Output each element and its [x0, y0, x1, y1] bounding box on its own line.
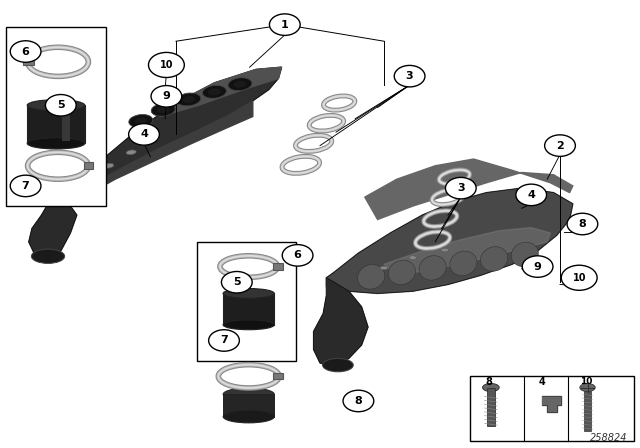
Circle shape [148, 52, 184, 78]
Ellipse shape [177, 93, 201, 106]
Circle shape [129, 124, 159, 145]
Polygon shape [365, 159, 573, 220]
Circle shape [209, 330, 239, 351]
Ellipse shape [223, 410, 275, 423]
Ellipse shape [228, 78, 252, 90]
Polygon shape [314, 278, 368, 367]
Ellipse shape [182, 96, 195, 103]
FancyBboxPatch shape [23, 57, 35, 65]
Text: 4: 4 [539, 377, 545, 387]
Text: 8: 8 [579, 219, 586, 229]
Text: 5: 5 [57, 100, 65, 110]
Circle shape [282, 245, 313, 266]
Text: 3: 3 [406, 71, 413, 81]
Circle shape [10, 175, 41, 197]
Ellipse shape [28, 99, 84, 111]
Text: 258824: 258824 [589, 433, 627, 443]
Circle shape [545, 135, 575, 156]
Ellipse shape [450, 251, 477, 276]
FancyBboxPatch shape [84, 162, 93, 169]
Circle shape [394, 65, 425, 87]
FancyBboxPatch shape [223, 293, 275, 325]
Ellipse shape [441, 248, 449, 252]
Circle shape [269, 14, 300, 35]
Circle shape [45, 95, 76, 116]
Ellipse shape [148, 137, 159, 141]
FancyBboxPatch shape [487, 388, 495, 426]
Ellipse shape [202, 86, 227, 98]
FancyBboxPatch shape [62, 108, 70, 141]
Polygon shape [160, 67, 282, 116]
FancyBboxPatch shape [27, 105, 85, 143]
Circle shape [445, 177, 476, 199]
Ellipse shape [511, 242, 538, 267]
Text: 6: 6 [22, 47, 29, 56]
Text: 4: 4 [140, 129, 148, 139]
Ellipse shape [409, 256, 417, 259]
Text: 7: 7 [22, 181, 29, 191]
Text: 7: 7 [220, 336, 228, 345]
Polygon shape [384, 228, 550, 276]
Ellipse shape [481, 247, 508, 271]
Circle shape [516, 184, 547, 206]
Ellipse shape [358, 265, 385, 289]
Text: 10: 10 [159, 60, 173, 70]
Polygon shape [48, 101, 253, 220]
Ellipse shape [151, 103, 175, 116]
FancyBboxPatch shape [273, 263, 283, 270]
Polygon shape [29, 193, 77, 260]
Ellipse shape [134, 117, 147, 125]
FancyBboxPatch shape [273, 373, 283, 379]
Polygon shape [326, 188, 573, 293]
Circle shape [567, 213, 598, 235]
Polygon shape [542, 396, 561, 412]
Circle shape [151, 86, 182, 107]
Ellipse shape [223, 388, 275, 401]
Ellipse shape [580, 383, 595, 392]
Circle shape [343, 390, 374, 412]
Circle shape [522, 256, 553, 277]
FancyBboxPatch shape [584, 391, 591, 431]
Text: 9: 9 [534, 262, 541, 271]
Ellipse shape [483, 383, 499, 392]
Text: 6: 6 [294, 250, 301, 260]
Ellipse shape [31, 249, 65, 263]
Ellipse shape [208, 88, 221, 95]
FancyBboxPatch shape [6, 27, 106, 206]
FancyBboxPatch shape [470, 376, 634, 441]
Text: 10: 10 [580, 377, 593, 386]
Ellipse shape [104, 164, 114, 168]
Ellipse shape [28, 138, 84, 149]
Ellipse shape [323, 358, 353, 372]
Polygon shape [45, 67, 282, 215]
Ellipse shape [126, 150, 136, 155]
Ellipse shape [157, 106, 170, 113]
Ellipse shape [223, 289, 275, 298]
Ellipse shape [419, 256, 446, 280]
Ellipse shape [223, 320, 275, 330]
Text: 8: 8 [485, 377, 492, 387]
Ellipse shape [234, 81, 246, 88]
Text: 8: 8 [355, 396, 362, 406]
Text: 3: 3 [457, 183, 465, 193]
Text: 9: 9 [163, 91, 170, 101]
Circle shape [561, 265, 597, 290]
Text: 4: 4 [527, 190, 535, 200]
FancyBboxPatch shape [223, 394, 275, 417]
Text: 10: 10 [572, 273, 586, 283]
Ellipse shape [380, 266, 388, 270]
Ellipse shape [129, 115, 153, 127]
Ellipse shape [388, 260, 415, 284]
Circle shape [10, 41, 41, 62]
Circle shape [221, 271, 252, 293]
Text: 1: 1 [281, 20, 289, 30]
Text: 2: 2 [556, 141, 564, 151]
FancyBboxPatch shape [197, 242, 296, 361]
Text: 5: 5 [233, 277, 241, 287]
